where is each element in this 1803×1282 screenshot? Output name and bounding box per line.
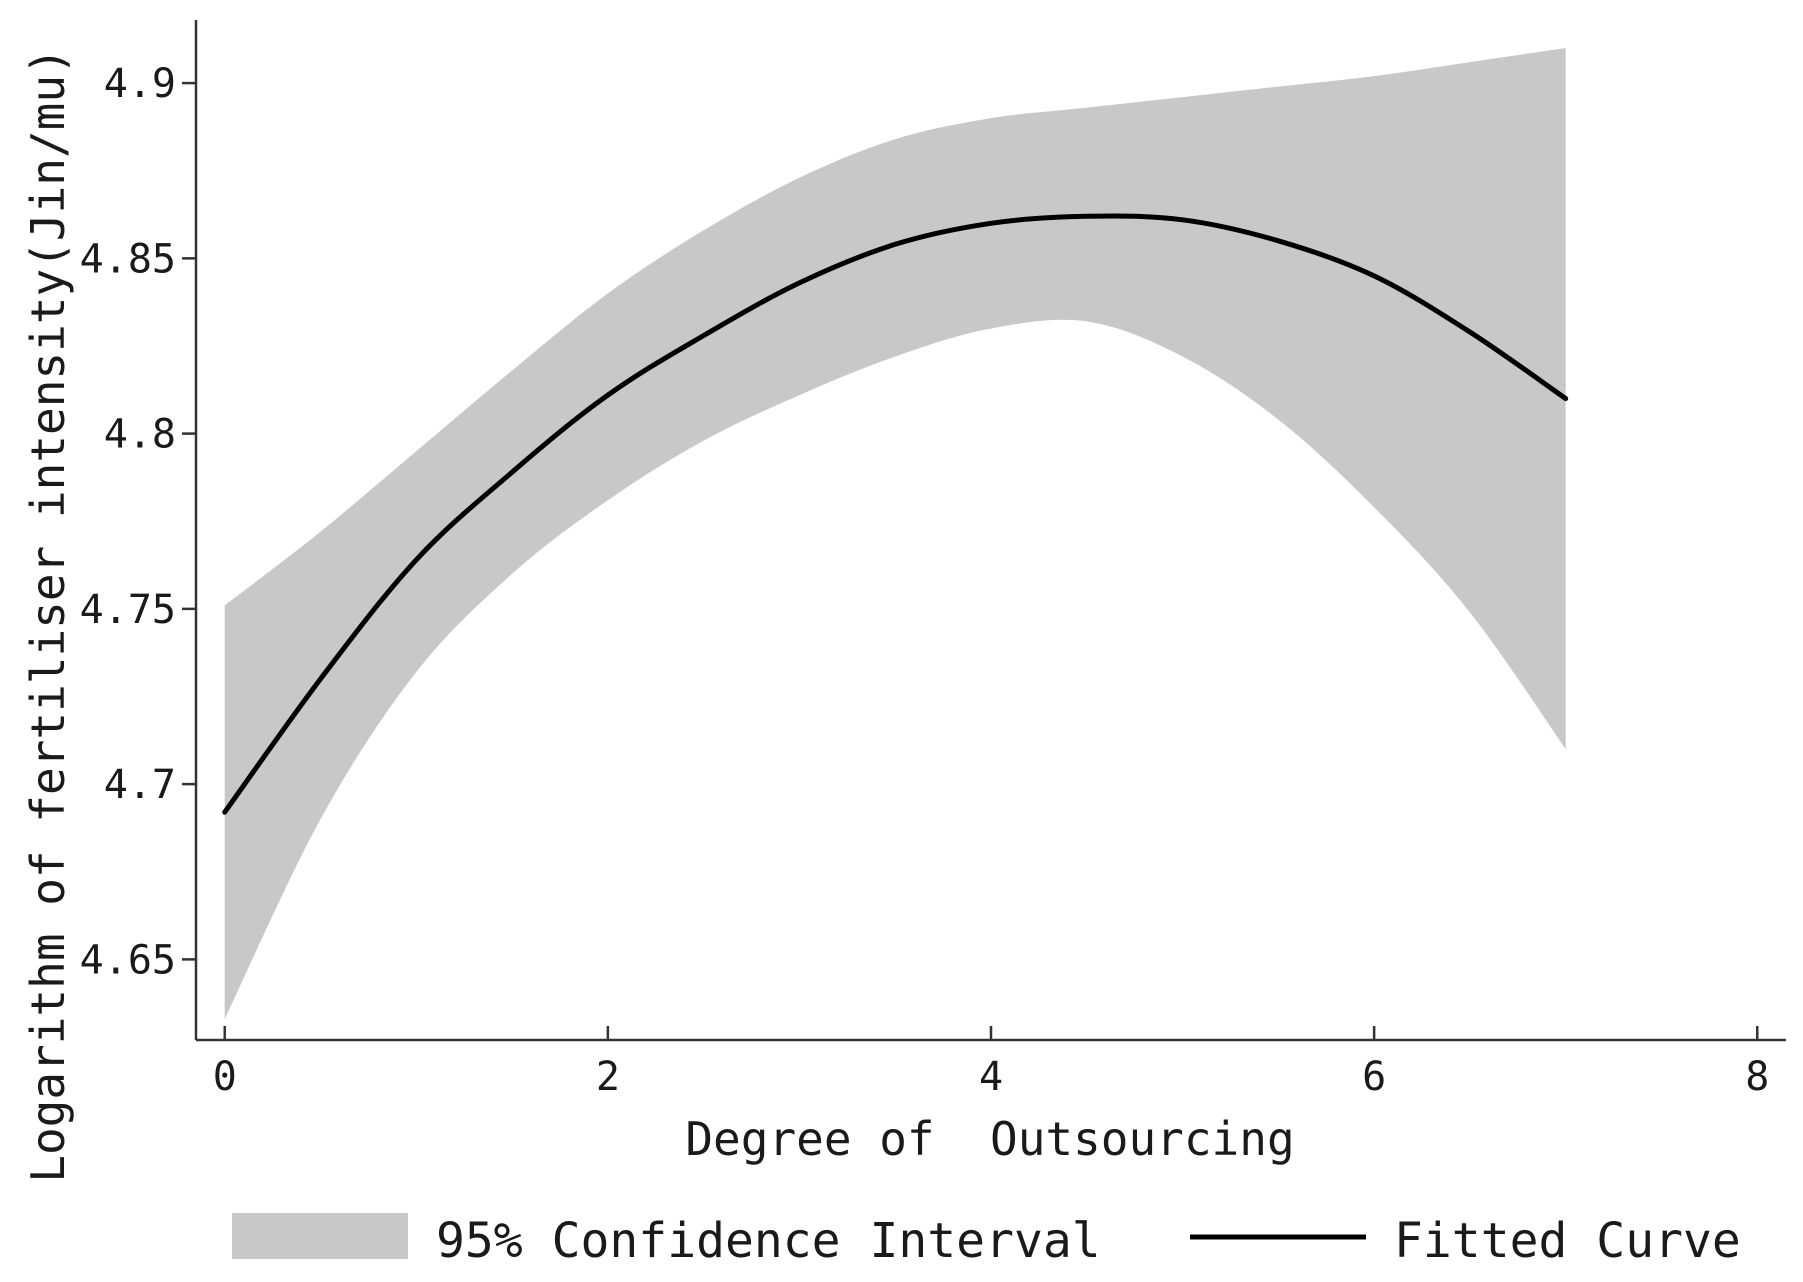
legend: 95% Confidence Interval Fitted Curve xyxy=(232,1213,1741,1269)
y-tick-label: 4.75 xyxy=(80,587,176,633)
y-axis-title: Logarithm of fertiliser intensity(Jin/mu… xyxy=(21,47,75,1182)
y-tick-label: 4.7 xyxy=(104,762,176,808)
x-tick-label: 8 xyxy=(1745,1054,1769,1100)
y-tick-label: 4.85 xyxy=(80,236,176,282)
legend-fitted-curve-label: Fitted Curve xyxy=(1394,1213,1741,1269)
x-axis-title: Degree of Outsourcing xyxy=(685,1112,1294,1166)
confidence-interval-band xyxy=(224,48,1566,1019)
y-tick-label: 4.65 xyxy=(80,937,176,983)
y-tick-label: 4.8 xyxy=(104,412,176,458)
fitted-curve-line xyxy=(222,213,1569,815)
plot-area xyxy=(222,48,1569,1019)
legend-confidence-interval-swatch xyxy=(232,1213,408,1259)
axes: 4.65 4.7 4.75 4.8 4.85 4.9 0 2 4 6 8 xyxy=(80,20,1786,1100)
x-tick-label: 6 xyxy=(1362,1054,1386,1100)
x-tick-label: 0 xyxy=(213,1054,237,1100)
legend-confidence-interval-label: 95% Confidence Interval xyxy=(436,1213,1101,1269)
x-tick-label: 4 xyxy=(979,1054,1003,1100)
y-tick-label: 4.9 xyxy=(104,61,176,107)
x-tick-label: 2 xyxy=(596,1054,620,1100)
